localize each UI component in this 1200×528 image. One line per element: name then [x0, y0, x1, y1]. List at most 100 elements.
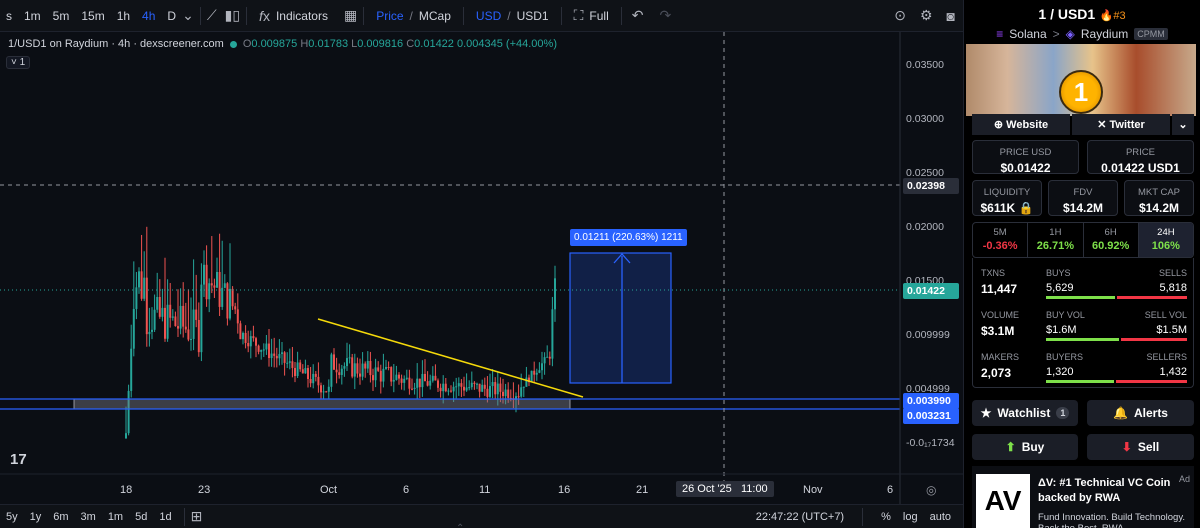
timeframe-1m[interactable]: 1m [24, 8, 41, 23]
layout-grid-icon[interactable]: ▦ [343, 7, 358, 23]
candle-body [135, 287, 138, 309]
watchlist-label: Watchlist [997, 406, 1051, 420]
settings-clock-icon[interactable]: ◎ [926, 483, 937, 497]
tab-6h[interactable]: 6H 60.92% [1084, 223, 1139, 257]
candle-body [309, 378, 312, 384]
candle-body [353, 363, 356, 377]
candle-body [491, 382, 494, 387]
currency-toggle[interactable]: USD / USD1 [470, 9, 555, 23]
candlestick-chart[interactable]: 17 [0, 32, 963, 504]
fdv-label: FDV [1073, 187, 1093, 198]
price-chart[interactable]: 17 1/USD1 on Raydium · 4h · dexscreener.… [0, 32, 963, 504]
liquidity-label: LIQUIDITY [983, 187, 1031, 198]
range-1d[interactable]: 1d [159, 510, 172, 523]
measure-label: 0.01211 (220.63%) 1211 [570, 229, 687, 246]
candle-body [507, 389, 510, 398]
fullscreen-button[interactable]: ⛶ Full [568, 7, 615, 24]
range-3m[interactable]: 3m [80, 510, 96, 523]
pair-name: 1 / USD1 [1038, 6, 1096, 22]
search-zoom-icon[interactable]: ⊙ [894, 7, 906, 23]
candle-body [161, 307, 164, 317]
candle-body [455, 386, 458, 388]
line-chart-icon[interactable]: ⟋ [206, 7, 217, 23]
price-mcap-toggle[interactable]: Price / MCap [370, 9, 457, 23]
redo-icon[interactable]: ↷ [659, 7, 672, 23]
candle-body [413, 387, 416, 389]
indicators-button[interactable]: fx Indicators [253, 8, 334, 24]
range-1m[interactable]: 1m [107, 510, 124, 523]
camera-icon[interactable]: ◙ [946, 7, 955, 24]
toolbar-divider [246, 6, 248, 25]
time-tick: 6 [887, 484, 894, 496]
legend-collapse-button[interactable]: ˅ 1 [6, 56, 31, 69]
candle-body [130, 348, 133, 391]
undo-icon[interactable]: ↶ [631, 7, 644, 23]
timeframe-15m[interactable]: 15m [81, 8, 105, 23]
range-6m[interactable]: 6m [53, 510, 69, 523]
toggle-separator: / [409, 8, 413, 23]
candle-body [151, 329, 153, 332]
arrow-up-circle-icon: ⬆ [1005, 440, 1016, 454]
alerts-label: Alerts [1133, 406, 1168, 420]
range-5d[interactable]: 5d [135, 510, 148, 523]
tab-5m[interactable]: 5M -0.36% [973, 223, 1029, 257]
candle-body [398, 374, 400, 379]
chain-name[interactable]: Solana [1009, 27, 1047, 41]
tab-1h[interactable]: 1H 26.71% [1028, 223, 1084, 257]
timeframe-s[interactable]: s [6, 8, 12, 23]
buy-sell-volume-bar [1046, 338, 1187, 341]
candle-body [405, 377, 408, 379]
time-tick: 16 [558, 484, 571, 496]
tab-24h[interactable]: 24H 106% [1138, 223, 1193, 257]
fullscreen-icon: ⛶ [573, 7, 584, 23]
makers-row: MAKERS 2,073 BUYERS 1,320 SELLERS 1,432 [973, 342, 1195, 384]
goto-date-icon[interactable]: ⊞ [190, 508, 203, 524]
sellers-label: SELLERS [1146, 352, 1187, 362]
sponsored-ad[interactable]: AV ΔV: #1 Technical VC Coin backed by RW… [972, 466, 1194, 528]
sellers-value: 1,432 [1159, 366, 1187, 378]
candle-body [369, 360, 372, 376]
website-button[interactable]: ⊕ Website [972, 114, 1070, 135]
range-5y[interactable]: 5y [6, 510, 18, 523]
candle-body [421, 373, 424, 388]
candle-body [210, 283, 213, 286]
candle-body [288, 361, 291, 363]
handle-icon[interactable]: ⌃ [456, 523, 464, 528]
watchlist-button[interactable]: ★ Watchlist 1 [972, 400, 1078, 426]
timeframe-d[interactable]: D [167, 8, 177, 23]
timeframe-5m[interactable]: 5m [52, 8, 70, 23]
candle-body [340, 368, 343, 375]
percent-toggle[interactable]: % [881, 510, 891, 523]
auto-toggle[interactable]: auto [929, 510, 951, 523]
more-links-button[interactable]: ⌄ [1172, 114, 1194, 135]
log-toggle[interactable]: log [902, 510, 918, 523]
chevron-down-icon[interactable]: ⌄ [182, 7, 194, 23]
candle-body [314, 373, 317, 377]
timeframe-4h[interactable]: 4h [142, 8, 156, 23]
crosshair-price-tag: 0.02398 [903, 178, 959, 194]
dex-name[interactable]: Raydium [1080, 27, 1129, 41]
alerts-button[interactable]: 🔔 Alerts [1087, 400, 1194, 426]
twitter-button[interactable]: ✕ Twitter [1072, 114, 1170, 135]
volume-label: VOLUME [981, 310, 1020, 320]
candle-body [439, 387, 442, 392]
buy-button[interactable]: ⬆ Buy [972, 434, 1078, 460]
candle-body [426, 381, 429, 386]
buyers-value: 1,320 [1046, 366, 1074, 378]
gear-icon[interactable]: ⚙ [919, 7, 933, 23]
candle-body [411, 388, 413, 390]
candle-body [171, 316, 174, 318]
candle-body [268, 343, 270, 359]
price-range-measure [569, 252, 672, 384]
candle-body [486, 388, 489, 397]
range-1y[interactable]: 1y [29, 510, 42, 523]
candle-body [239, 323, 242, 340]
price-tick: 0.03500 [906, 59, 944, 71]
candle-body [275, 355, 278, 359]
time-tick: 23 [198, 484, 211, 496]
sell-button[interactable]: ⬇ Sell [1087, 434, 1194, 460]
price-tick: 0.02000 [906, 221, 944, 233]
timeframe-1h[interactable]: 1h [116, 8, 131, 23]
candlestick-icon[interactable]: ▮▯ [224, 7, 241, 23]
